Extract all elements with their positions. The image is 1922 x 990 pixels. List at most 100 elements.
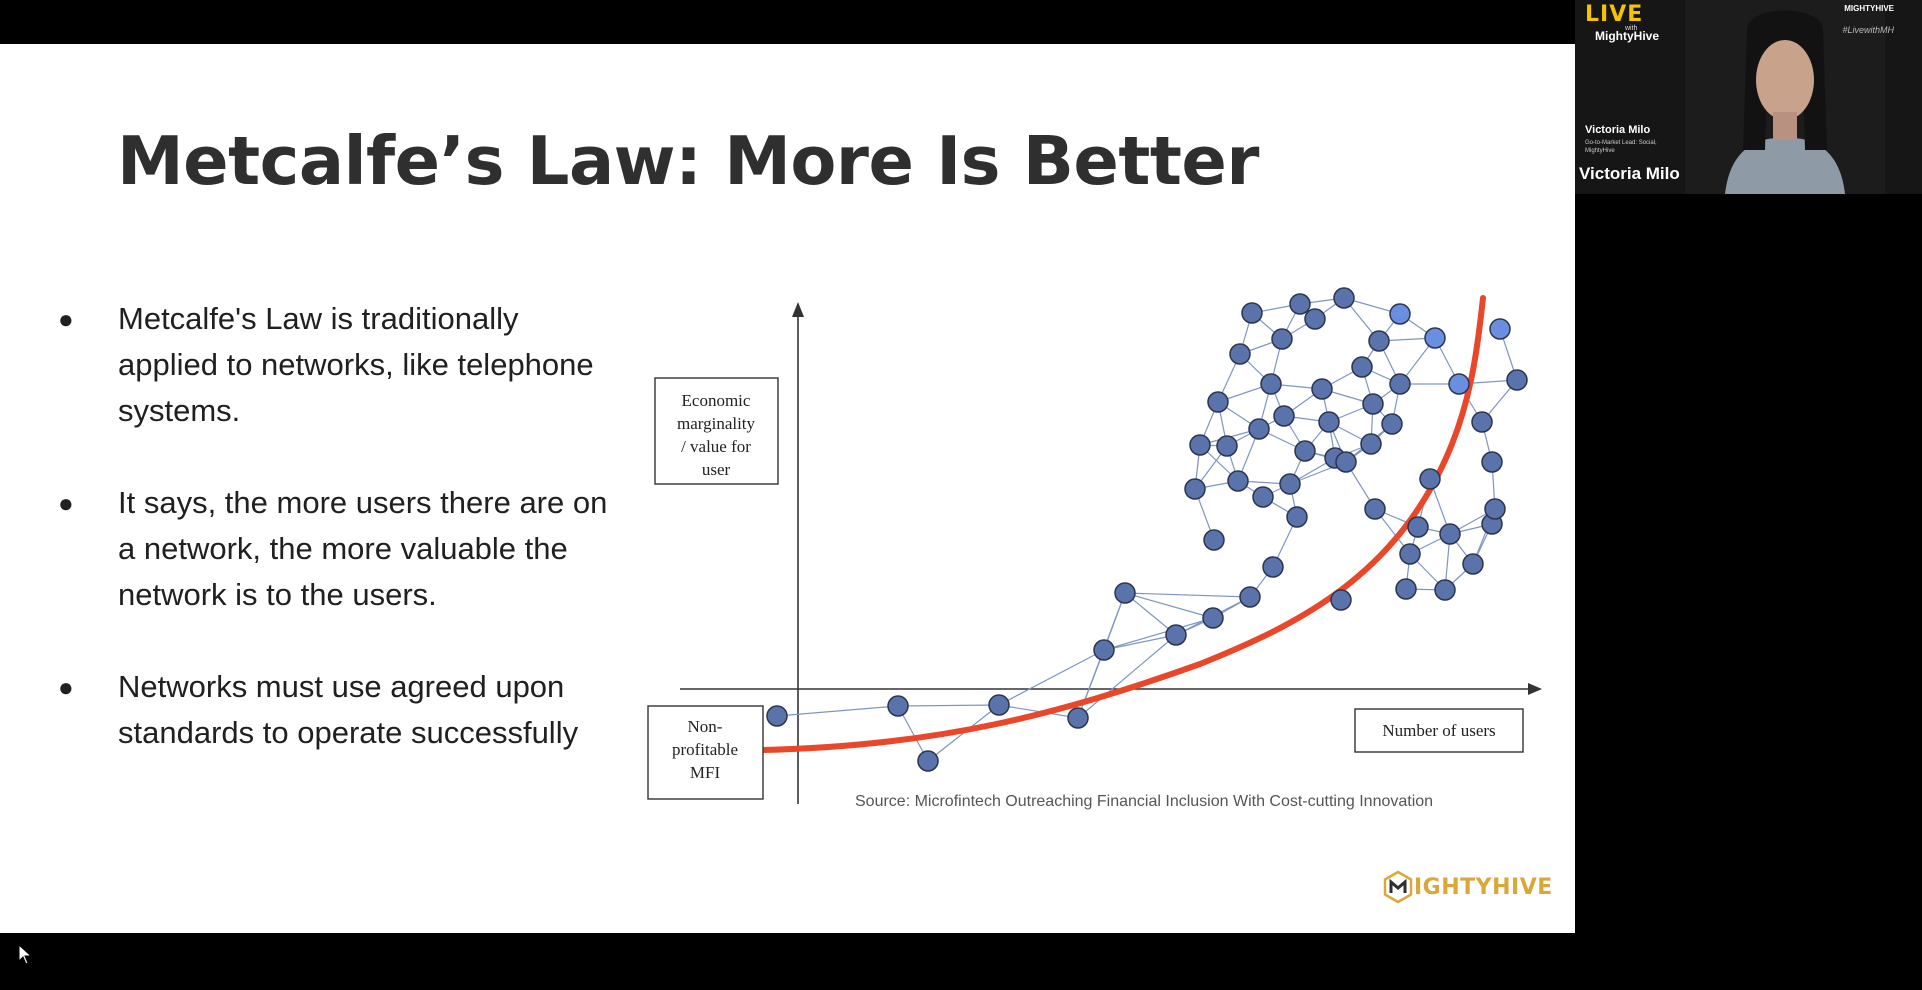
mouse-cursor-icon bbox=[18, 944, 33, 965]
y-label-line: Economic bbox=[682, 391, 751, 410]
logo-text: IGHTYHIVE bbox=[1414, 874, 1553, 900]
network-edge bbox=[1124, 592, 1177, 636]
network-node bbox=[1364, 498, 1386, 520]
live-badge: LIVE bbox=[1585, 2, 1644, 27]
bullet-item: ● Networks must use agreed upon standard… bbox=[58, 664, 618, 756]
origin-label-line: Non- bbox=[688, 717, 723, 736]
y-label-line: / value for bbox=[681, 437, 751, 456]
network-node bbox=[1318, 411, 1340, 433]
network-node bbox=[1424, 327, 1446, 349]
network-node bbox=[1419, 468, 1441, 490]
network-node bbox=[1439, 523, 1461, 545]
network-node bbox=[1184, 478, 1206, 500]
slide-title: Metcalfe’s Law: More Is Better bbox=[117, 122, 1259, 200]
x-axis-label-box: Number of users bbox=[1354, 708, 1524, 753]
network-node bbox=[1286, 506, 1308, 528]
y-label-line: marginality bbox=[677, 414, 756, 433]
participant-name-tag: Victoria Milo bbox=[1579, 164, 1680, 183]
network-node bbox=[1471, 411, 1493, 433]
network-edge bbox=[998, 649, 1105, 706]
network-node bbox=[1304, 308, 1326, 330]
network-node bbox=[1395, 578, 1417, 600]
network-node bbox=[1067, 707, 1089, 729]
network-node bbox=[887, 695, 909, 717]
y-label-line: user bbox=[702, 460, 731, 479]
network-node bbox=[1481, 451, 1503, 473]
y-axis-label-box: Economic marginality / value for user bbox=[654, 377, 779, 485]
bullet-dot: ● bbox=[58, 304, 74, 334]
network-node bbox=[1399, 543, 1421, 565]
network-node bbox=[1248, 418, 1270, 440]
network-node bbox=[1389, 303, 1411, 325]
mightyhive-logo: IGHTYHIVE bbox=[1382, 870, 1553, 904]
network-node bbox=[1335, 451, 1357, 473]
live-with-text: with bbox=[1625, 25, 1638, 32]
metcalfe-network-diagram: Economic marginality / value for user No… bbox=[647, 287, 1542, 804]
network-node bbox=[1271, 328, 1293, 350]
growth-curve bbox=[759, 295, 1486, 753]
network-edge bbox=[776, 705, 899, 717]
network-node bbox=[1262, 556, 1284, 578]
mightyhive-hexagon-icon bbox=[1383, 870, 1413, 904]
network-node bbox=[988, 694, 1010, 716]
network-node bbox=[1093, 639, 1115, 661]
network-node bbox=[1489, 318, 1511, 340]
network-edge bbox=[1103, 634, 1177, 651]
network-edge bbox=[1103, 617, 1214, 651]
network-node bbox=[1362, 393, 1384, 415]
network-node bbox=[1484, 498, 1506, 520]
x-label: Number of users bbox=[1382, 721, 1495, 740]
network-node bbox=[1448, 373, 1470, 395]
network-node bbox=[1239, 586, 1261, 608]
hashtag: #LivewithMH bbox=[1842, 25, 1894, 35]
network-node bbox=[1207, 391, 1229, 413]
network-node bbox=[766, 705, 788, 727]
axes bbox=[680, 302, 1542, 804]
presentation-slide: Metcalfe’s Law: More Is Better ● Metcalf… bbox=[0, 44, 1575, 933]
network-node bbox=[1227, 470, 1249, 492]
network-node bbox=[1330, 589, 1352, 611]
network-edge bbox=[1124, 592, 1251, 598]
network-node bbox=[917, 750, 939, 772]
bullet-list: ● Metcalfe's Law is traditionally applie… bbox=[58, 296, 618, 802]
bullet-item: ● Metcalfe's Law is traditionally applie… bbox=[58, 296, 618, 434]
network-node bbox=[1351, 356, 1373, 378]
network-node bbox=[1114, 582, 1136, 604]
network-edge bbox=[1077, 634, 1177, 719]
origin-label-box: Non- profitable MFI bbox=[647, 705, 764, 800]
network-node bbox=[1506, 369, 1528, 391]
bullet-dot: ● bbox=[58, 488, 74, 518]
network-edge bbox=[897, 704, 1000, 707]
network-node bbox=[1289, 293, 1311, 315]
network-node bbox=[1216, 435, 1238, 457]
origin-label-line: MFI bbox=[690, 763, 721, 782]
presenter-video bbox=[1685, 0, 1885, 194]
lower-third-name: Victoria Milo bbox=[1585, 124, 1651, 136]
network-nodes bbox=[766, 287, 1528, 772]
network-node bbox=[1189, 434, 1211, 456]
network-node bbox=[1273, 405, 1295, 427]
origin-label-line: profitable bbox=[672, 740, 738, 759]
network-node bbox=[1381, 413, 1403, 435]
network-node bbox=[1389, 373, 1411, 395]
network-node bbox=[1462, 553, 1484, 575]
network-node bbox=[1434, 579, 1456, 601]
bullet-item: ● It says, the more users there are on a… bbox=[58, 480, 618, 618]
bullet-text: Networks must use agreed upon standards … bbox=[118, 669, 579, 750]
bullet-text: Metcalfe's Law is traditionally applied … bbox=[118, 301, 594, 428]
network-node bbox=[1229, 343, 1251, 365]
network-node bbox=[1407, 516, 1429, 538]
network-node bbox=[1311, 378, 1333, 400]
network-node bbox=[1260, 373, 1282, 395]
lower-third-role: Go-to-Market Lead: Social, MightyHive bbox=[1585, 140, 1657, 154]
network-node bbox=[1252, 486, 1274, 508]
source-citation: Source: Microfintech Outreaching Financi… bbox=[855, 793, 1434, 810]
show-name: MightyHive bbox=[1595, 29, 1660, 43]
network-node bbox=[1294, 440, 1316, 462]
network-node bbox=[1165, 624, 1187, 646]
network-node bbox=[1202, 607, 1224, 629]
network-node bbox=[1360, 433, 1382, 455]
bullet-dot: ● bbox=[58, 672, 74, 702]
network-edge bbox=[1124, 592, 1214, 619]
network-node bbox=[1203, 529, 1225, 551]
